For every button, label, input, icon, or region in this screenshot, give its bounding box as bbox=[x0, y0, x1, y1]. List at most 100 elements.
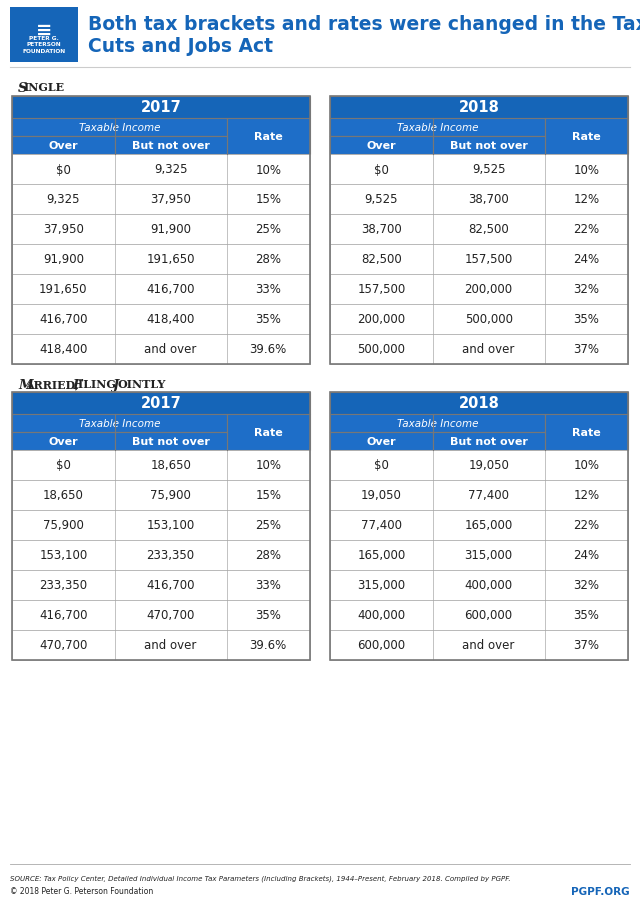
Text: 91,900: 91,900 bbox=[150, 224, 191, 236]
Text: 10%: 10% bbox=[573, 459, 599, 472]
Text: $0: $0 bbox=[56, 163, 71, 176]
Text: 32%: 32% bbox=[573, 579, 599, 592]
Bar bbox=[12, 511, 310, 540]
Text: PGPF.ORG: PGPF.ORG bbox=[572, 886, 630, 896]
Text: 233,350: 233,350 bbox=[147, 549, 195, 562]
Text: and over: and over bbox=[145, 343, 197, 356]
Bar bbox=[115, 433, 227, 450]
Text: PETER G.
PETERSON
FOUNDATION: PETER G. PETERSON FOUNDATION bbox=[22, 36, 65, 54]
Bar bbox=[12, 540, 310, 570]
Text: 165,000: 165,000 bbox=[465, 519, 513, 532]
Text: 400,000: 400,000 bbox=[357, 609, 406, 621]
Text: 10%: 10% bbox=[255, 163, 282, 176]
Text: 12%: 12% bbox=[573, 193, 599, 207]
Bar bbox=[12, 415, 227, 433]
Text: OINTLY: OINTLY bbox=[118, 379, 166, 390]
Bar bbox=[330, 275, 628, 305]
Text: 24%: 24% bbox=[573, 549, 599, 562]
Text: 200,000: 200,000 bbox=[465, 283, 513, 296]
Bar bbox=[330, 335, 628, 364]
Text: 153,100: 153,100 bbox=[39, 549, 88, 562]
Text: 75,900: 75,900 bbox=[150, 489, 191, 502]
Text: But not over: But not over bbox=[132, 141, 210, 151]
Text: 19,050: 19,050 bbox=[468, 459, 509, 472]
Text: ILING: ILING bbox=[78, 379, 120, 390]
Text: Rate: Rate bbox=[572, 132, 601, 142]
Bar bbox=[330, 450, 628, 481]
Text: 9,325: 9,325 bbox=[154, 163, 188, 176]
Text: INGLE: INGLE bbox=[24, 82, 65, 93]
Bar bbox=[330, 137, 433, 155]
Text: 416,700: 416,700 bbox=[147, 283, 195, 296]
Bar bbox=[12, 570, 310, 601]
Text: Taxable Income: Taxable Income bbox=[79, 123, 160, 133]
Text: 75,900: 75,900 bbox=[43, 519, 84, 532]
Bar bbox=[330, 601, 628, 630]
Bar bbox=[12, 392, 310, 660]
Text: 82,500: 82,500 bbox=[361, 253, 402, 266]
Text: Taxable Income: Taxable Income bbox=[397, 123, 478, 133]
Text: 418,400: 418,400 bbox=[39, 343, 88, 356]
Bar bbox=[12, 137, 115, 155]
Bar bbox=[330, 155, 628, 185]
Text: 37%: 37% bbox=[573, 343, 599, 356]
Text: 165,000: 165,000 bbox=[357, 549, 406, 562]
Text: 315,000: 315,000 bbox=[357, 579, 406, 592]
Bar bbox=[545, 119, 628, 155]
Bar bbox=[227, 415, 310, 450]
Text: 9,525: 9,525 bbox=[365, 193, 398, 207]
Text: F: F bbox=[72, 379, 81, 391]
Text: $0: $0 bbox=[374, 459, 389, 472]
Text: Cuts and Jobs Act: Cuts and Jobs Act bbox=[88, 36, 273, 55]
Bar bbox=[12, 481, 310, 511]
Text: 2018: 2018 bbox=[459, 396, 499, 411]
Text: 18,650: 18,650 bbox=[43, 489, 84, 502]
Bar bbox=[330, 215, 628, 244]
Text: 470,700: 470,700 bbox=[147, 609, 195, 621]
Text: 10%: 10% bbox=[573, 163, 599, 176]
Bar bbox=[330, 415, 545, 433]
Bar bbox=[12, 244, 310, 275]
Text: S: S bbox=[18, 82, 28, 95]
Text: But not over: But not over bbox=[450, 437, 527, 446]
Text: M: M bbox=[18, 379, 33, 391]
Bar bbox=[12, 155, 310, 185]
Text: 35%: 35% bbox=[255, 609, 281, 621]
Text: 157,500: 157,500 bbox=[357, 283, 406, 296]
Text: 39.6%: 39.6% bbox=[250, 343, 287, 356]
Bar bbox=[330, 392, 628, 660]
Text: 38,700: 38,700 bbox=[361, 224, 402, 236]
Text: 77,400: 77,400 bbox=[361, 519, 402, 532]
Bar bbox=[227, 119, 310, 155]
Text: 2017: 2017 bbox=[141, 100, 181, 115]
Text: 157,500: 157,500 bbox=[465, 253, 513, 266]
Text: and over: and over bbox=[145, 639, 197, 652]
Text: Rate: Rate bbox=[572, 428, 601, 437]
Text: 24%: 24% bbox=[573, 253, 599, 266]
Text: 416,700: 416,700 bbox=[147, 579, 195, 592]
Text: 233,350: 233,350 bbox=[39, 579, 88, 592]
Text: 200,000: 200,000 bbox=[357, 313, 406, 327]
Text: 15%: 15% bbox=[255, 489, 282, 502]
Text: ARRIED,: ARRIED, bbox=[25, 379, 83, 390]
Bar bbox=[330, 97, 628, 364]
Text: 25%: 25% bbox=[255, 224, 282, 236]
Text: But not over: But not over bbox=[450, 141, 527, 151]
Text: Over: Over bbox=[49, 141, 78, 151]
Bar bbox=[12, 433, 115, 450]
Bar bbox=[12, 450, 310, 481]
Bar bbox=[330, 433, 433, 450]
Text: Taxable Income: Taxable Income bbox=[397, 419, 478, 428]
Bar bbox=[12, 601, 310, 630]
Text: 18,650: 18,650 bbox=[150, 459, 191, 472]
Text: 191,650: 191,650 bbox=[39, 283, 88, 296]
Bar bbox=[330, 630, 628, 660]
Bar bbox=[433, 137, 545, 155]
Text: 9,325: 9,325 bbox=[47, 193, 80, 207]
Text: 10%: 10% bbox=[255, 459, 282, 472]
Text: 38,700: 38,700 bbox=[468, 193, 509, 207]
Text: © 2018 Peter G. Peterson Foundation: © 2018 Peter G. Peterson Foundation bbox=[10, 886, 153, 895]
Text: 2017: 2017 bbox=[141, 396, 181, 411]
Bar bbox=[330, 392, 628, 415]
Bar bbox=[12, 305, 310, 335]
